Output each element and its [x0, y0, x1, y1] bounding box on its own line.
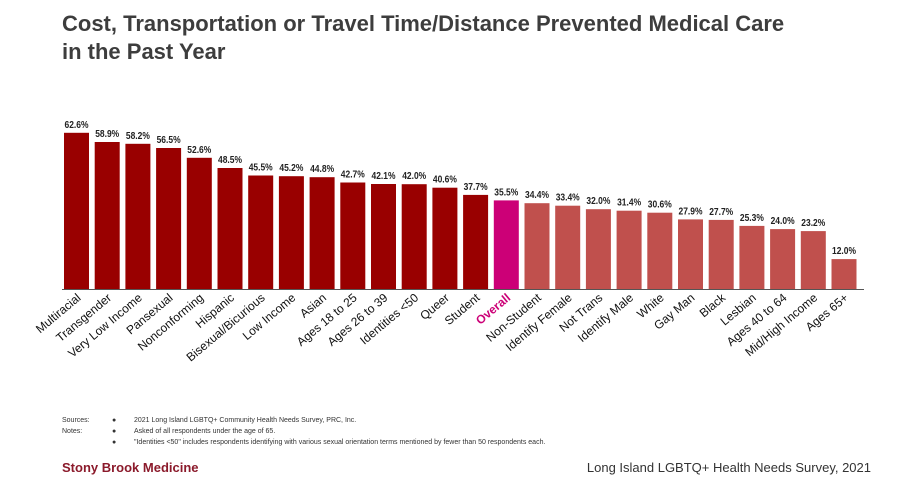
bar-ages-65-	[831, 259, 857, 289]
bar-non-student	[524, 203, 550, 289]
data-label: 23.2%	[801, 218, 825, 229]
note-row-identities: ● "Identities <50" includes respondents …	[62, 437, 545, 448]
bar-ages-40-to-64	[770, 229, 796, 289]
note-text: 2021 Long Island LGBTQ+ Community Health…	[134, 417, 357, 424]
data-label: 42.0%	[402, 171, 426, 182]
bar-mid-high-income	[800, 231, 826, 289]
data-label: 33.4%	[556, 193, 580, 204]
data-label: 44.8%	[310, 164, 334, 175]
bar-white	[647, 212, 673, 289]
bar-gay-man	[678, 219, 703, 289]
chart-title: Cost, Transportation or Travel Time/Dist…	[62, 11, 785, 64]
bar-identify-male	[616, 210, 642, 289]
note-row-notes: Notes: ● Asked of all respondents under …	[62, 426, 545, 437]
data-label: 32.0%	[586, 196, 610, 207]
bar-ages-26-to-39	[371, 184, 396, 289]
data-label: 34.4%	[525, 190, 549, 201]
bar-bisexual-bicurious	[248, 175, 274, 289]
data-label: 48.5%	[218, 155, 242, 166]
data-label: 45.5%	[249, 163, 273, 174]
data-label: 25.3%	[740, 213, 764, 224]
note-text: Asked of all respondents under the age o…	[134, 428, 276, 435]
bar-lesbian	[739, 225, 765, 289]
bar-chart: 62.6%Multiracial58.9%Transgender58.2%Ver…	[33, 120, 864, 364]
data-label: 37.7%	[464, 182, 488, 193]
bar-hispanic	[217, 168, 243, 289]
data-label: 45.2%	[279, 163, 303, 174]
brand-logo-text: Stony Brook Medicine	[62, 460, 199, 475]
data-label: 30.6%	[648, 200, 672, 211]
bar-overall	[493, 200, 519, 289]
bar-student	[463, 194, 489, 289]
data-label: 42.1%	[372, 171, 396, 182]
bar-low-income	[278, 176, 304, 289]
data-label: 35.5%	[494, 187, 518, 198]
data-label: 40.6%	[433, 175, 457, 186]
data-label: 62.6%	[65, 120, 89, 131]
data-label: 24.0%	[771, 216, 795, 227]
data-label: 27.7%	[709, 207, 733, 218]
bar-not-trans	[585, 209, 611, 289]
bullet-icon: ●	[112, 439, 117, 446]
footnotes: Sources: ● 2021 Long Island LGBTQ+ Commu…	[62, 415, 545, 448]
bar-multiracial	[64, 132, 89, 289]
bar-pansexual	[156, 148, 182, 289]
data-label: 27.9%	[679, 206, 703, 217]
data-label: 58.2%	[126, 131, 150, 142]
note-label	[62, 437, 112, 448]
note-label: Sources:	[62, 417, 90, 424]
note-text: "Identities <50" includes respondents id…	[134, 439, 546, 446]
bar-black	[708, 219, 734, 289]
data-label: 42.7%	[341, 170, 365, 181]
bar-ages-18-to-25	[340, 182, 366, 289]
bar-identify-female	[555, 205, 581, 289]
bar-nonconforming	[186, 157, 212, 289]
survey-credit: Long Island LGBTQ+ Health Needs Survey, …	[586, 460, 871, 475]
bar-identities-50	[401, 184, 427, 289]
note-label: Notes:	[62, 428, 83, 435]
bar-queer	[432, 187, 458, 289]
data-label: 12.0%	[832, 246, 856, 257]
bar-transgender	[94, 142, 120, 289]
bullet-icon: ●	[112, 417, 117, 424]
data-label: 52.6%	[187, 145, 211, 156]
data-label: 31.4%	[617, 198, 641, 209]
note-row-sources: Sources: ● 2021 Long Island LGBTQ+ Commu…	[62, 415, 545, 426]
bullet-icon: ●	[112, 428, 117, 435]
data-label: 58.9%	[95, 129, 119, 140]
data-label: 56.5%	[157, 135, 181, 146]
bar-very-low-income	[125, 143, 151, 289]
bar-asian	[309, 177, 335, 289]
